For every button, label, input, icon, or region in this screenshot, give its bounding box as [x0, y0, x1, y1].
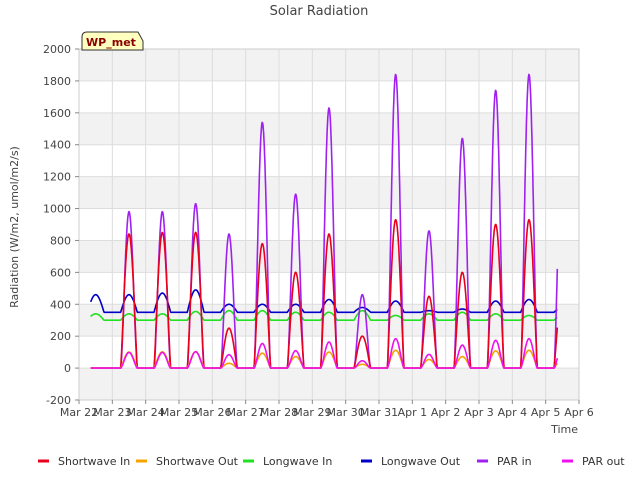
y-tick-label: 1000 — [43, 203, 71, 216]
series-line-par-out — [90, 337, 559, 369]
station-badge: WP_met — [81, 31, 144, 51]
plot-band — [79, 304, 579, 337]
x-tick-label: Apr 2 — [431, 406, 461, 419]
y-axis-label: Radiation (W/m2, umol/m2/s) — [8, 146, 21, 308]
y-tick-label: 1200 — [43, 171, 71, 184]
legend: Shortwave In Shortwave Out Longwave In Long… — [38, 455, 625, 468]
series-lines — [89, 73, 559, 369]
y-tick-label: 200 — [50, 330, 71, 343]
x-tick-label: Mar 24 — [127, 406, 165, 419]
x-axis-label: Time — [550, 423, 578, 436]
legend-label: Longwave Out — [381, 455, 461, 468]
plot-band — [79, 176, 579, 209]
plot-band — [79, 368, 579, 400]
legend-label: Shortwave Out — [156, 455, 239, 468]
y-tick-label: 800 — [50, 234, 71, 247]
legend-label: Longwave In — [263, 455, 332, 468]
y-tick-label: 400 — [50, 298, 71, 311]
plot-band — [79, 49, 579, 81]
x-tick-label: Mar 28 — [260, 406, 298, 419]
y-axis-ticks: -200 0 200 400 600 800 1000 1200 1400 1600 1800 200… — [43, 43, 79, 407]
plot-band — [79, 144, 579, 177]
y-tick-label: 600 — [50, 266, 71, 279]
y-tick-label: 0 — [64, 362, 71, 375]
x-tick-label: Apr 3 — [464, 406, 494, 419]
plot-background-bands — [79, 49, 579, 400]
plot-band — [79, 112, 579, 145]
plot-frame — [78, 48, 580, 401]
x-tick-label: Mar 31 — [360, 406, 398, 419]
y-tick-label: 1400 — [43, 139, 71, 152]
x-tick-label: Apr 5 — [531, 406, 561, 419]
legend-label: Shortwave In — [58, 455, 130, 468]
y-tick-label: 1800 — [43, 75, 71, 88]
x-tick-label: Mar 25 — [160, 406, 198, 419]
x-tick-label: Apr 1 — [398, 406, 428, 419]
y-tick-label: 2000 — [43, 43, 71, 56]
plot-band — [79, 240, 579, 273]
legend-label: PAR in — [497, 455, 532, 468]
x-tick-label: Mar 23 — [93, 406, 131, 419]
y-tick-label: 1600 — [43, 107, 71, 120]
y-tick-label: -200 — [46, 394, 71, 407]
x-tick-label: Apr 4 — [498, 406, 528, 419]
x-tick-label: Apr 6 — [564, 406, 594, 419]
chart-title: Solar Radiation — [270, 4, 369, 19]
legend-label: PAR out — [582, 455, 625, 468]
x-tick-label: Mar 29 — [293, 406, 331, 419]
station-badge-label: WP_met — [86, 36, 136, 49]
x-tick-label: Mar 27 — [227, 406, 265, 419]
x-tick-label: Mar 22 — [60, 406, 98, 419]
x-tick-label: Mar 30 — [327, 406, 365, 419]
x-tick-label: Mar 26 — [193, 406, 231, 419]
